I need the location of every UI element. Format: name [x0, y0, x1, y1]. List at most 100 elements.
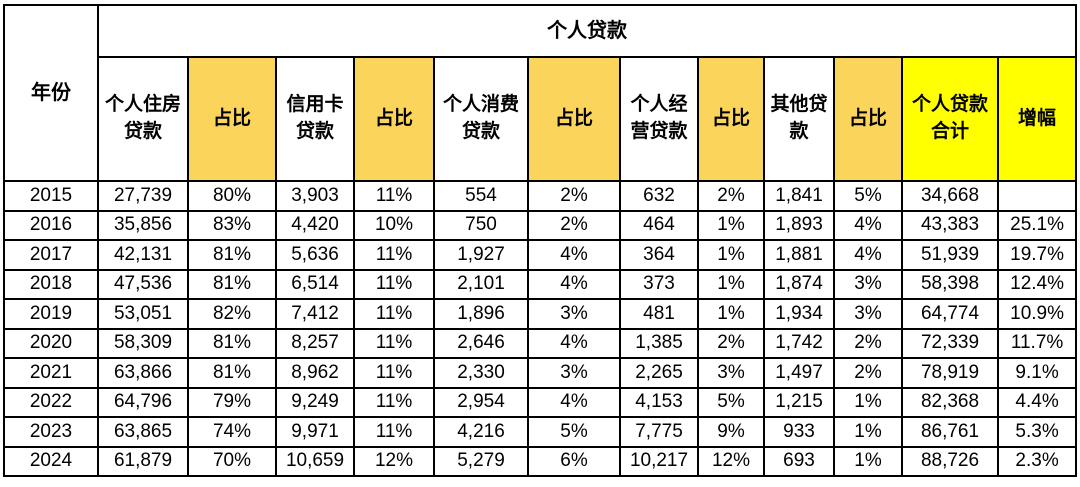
sub-header-row: 个人住房 贷款 占比 信用卡 贷款 占比 个人消费 贷款 占比 个人经 营贷款 … [4, 56, 1078, 182]
value-cell: 4,420 [275, 209, 355, 241]
value-cell: 9% [697, 416, 765, 448]
col-header-ratio-5: 占比 [833, 56, 903, 182]
value-cell: 88,726 [901, 445, 999, 477]
year-cell: 2024 [3, 445, 99, 477]
value-cell: 2% [833, 357, 903, 389]
value-cell: 1,385 [619, 327, 699, 359]
value-cell: 4% [833, 239, 903, 271]
value-cell: 81% [187, 239, 277, 271]
col-header-consumer-loans: 个人消费 贷款 [433, 56, 529, 182]
value-cell: 2% [833, 327, 903, 359]
value-cell: 63,866 [97, 357, 189, 389]
value-cell: 19.7% [996, 239, 1078, 271]
value-cell: 10.9% [996, 298, 1078, 330]
value-cell: 64,774 [901, 298, 999, 330]
value-cell: 80% [187, 180, 277, 212]
value-cell: 4,153 [619, 386, 699, 418]
value-cell: 12.4% [996, 268, 1078, 300]
value-cell [996, 180, 1078, 212]
value-cell: 2% [697, 327, 765, 359]
value-cell: 81% [187, 357, 277, 389]
value-cell: 34,668 [901, 180, 999, 212]
table-row: 2018 47,536 81% 6,514 11% 2,101 4% 373 1% 1,874 3%… [3, 268, 1078, 300]
value-cell: 2% [527, 180, 621, 212]
value-cell: 86,761 [901, 416, 999, 448]
table-row: 2021 63,866 81% 8,962 11% 2,330 3% 2,265 3% 1,497… [3, 357, 1078, 389]
table-body: 2015 27,739 80% 3,903 11% 554 2% 632 2% 1,841 5% 34… [3, 180, 1078, 477]
col-header-ratio-1: 占比 [187, 56, 277, 182]
value-cell: 632 [619, 180, 699, 212]
value-cell: 464 [619, 209, 699, 241]
value-cell: 3% [833, 268, 903, 300]
value-cell: 1,215 [763, 386, 835, 418]
value-cell: 9,971 [275, 416, 355, 448]
value-cell: 11% [353, 239, 435, 271]
year-cell: 2016 [3, 209, 99, 241]
value-cell: 693 [763, 445, 835, 477]
table-row: 2023 63,865 74% 9,971 11% 4,216 5% 7,775 9% 933 1%… [3, 416, 1078, 448]
value-cell: 1,896 [433, 298, 529, 330]
value-cell: 8,962 [275, 357, 355, 389]
group-header: 个人贷款 [96, 4, 1078, 58]
value-cell: 1% [697, 268, 765, 300]
value-cell: 10,217 [619, 445, 699, 477]
value-cell: 2% [697, 180, 765, 212]
value-cell: 2,101 [433, 268, 529, 300]
value-cell: 2,265 [619, 357, 699, 389]
value-cell: 11.7% [996, 327, 1078, 359]
value-cell: 64,796 [97, 386, 189, 418]
value-cell: 82,368 [901, 386, 999, 418]
value-cell: 5.3% [996, 416, 1078, 448]
table-header: 年份 个人贷款 个人住房 贷款 占比 信用卡 贷款 占比 个人消费 贷款 占比 … [3, 4, 1078, 182]
value-cell: 3% [527, 357, 621, 389]
value-cell: 1% [833, 386, 903, 418]
value-cell: 83% [187, 209, 277, 241]
value-cell: 12% [353, 445, 435, 477]
value-cell: 10,659 [275, 445, 355, 477]
value-cell: 481 [619, 298, 699, 330]
value-cell: 1% [697, 239, 765, 271]
value-cell: 79% [187, 386, 277, 418]
value-cell: 47,536 [97, 268, 189, 300]
value-cell: 1% [697, 298, 765, 330]
value-cell: 43,383 [901, 209, 999, 241]
value-cell: 5,636 [275, 239, 355, 271]
value-cell: 58,309 [97, 327, 189, 359]
value-cell: 5,279 [433, 445, 529, 477]
value-cell: 1,934 [763, 298, 835, 330]
value-cell: 63,865 [97, 416, 189, 448]
value-cell: 11% [353, 180, 435, 212]
table-row: 2022 64,796 79% 9,249 11% 2,954 4% 4,153 5% 1,215… [3, 386, 1078, 418]
value-cell: 5% [697, 386, 765, 418]
value-cell: 1,841 [763, 180, 835, 212]
value-cell: 4% [527, 327, 621, 359]
table-row: 2016 35,856 83% 4,420 10% 750 2% 464 1% 1,893 4% 43… [3, 209, 1078, 241]
value-cell: 1% [697, 209, 765, 241]
value-cell: 4,216 [433, 416, 529, 448]
col-header-ratio-3: 占比 [527, 56, 621, 182]
value-cell: 10% [353, 209, 435, 241]
value-cell: 74% [187, 416, 277, 448]
year-column-header: 年份 [3, 4, 99, 182]
col-header-business-loans: 个人经 营贷款 [619, 56, 699, 182]
year-cell: 2017 [3, 239, 99, 271]
value-cell: 1,881 [763, 239, 835, 271]
value-cell: 78,919 [901, 357, 999, 389]
value-cell: 364 [619, 239, 699, 271]
value-cell: 11% [353, 268, 435, 300]
col-header-growth: 增幅 [996, 56, 1078, 182]
value-cell: 53,051 [97, 298, 189, 330]
value-cell: 2,646 [433, 327, 529, 359]
year-cell: 2021 [3, 357, 99, 389]
value-cell: 554 [433, 180, 529, 212]
personal-loans-table-container: 年份 个人贷款 个人住房 贷款 占比 信用卡 贷款 占比 个人消费 贷款 占比 … [3, 4, 1078, 477]
value-cell: 1,927 [433, 239, 529, 271]
value-cell: 373 [619, 268, 699, 300]
year-cell: 2018 [3, 268, 99, 300]
value-cell: 750 [433, 209, 529, 241]
value-cell: 12% [697, 445, 765, 477]
value-cell: 933 [763, 416, 835, 448]
col-header-total-loans: 个人贷款 合计 [901, 56, 999, 182]
value-cell: 5% [833, 180, 903, 212]
value-cell: 4.4% [996, 386, 1078, 418]
